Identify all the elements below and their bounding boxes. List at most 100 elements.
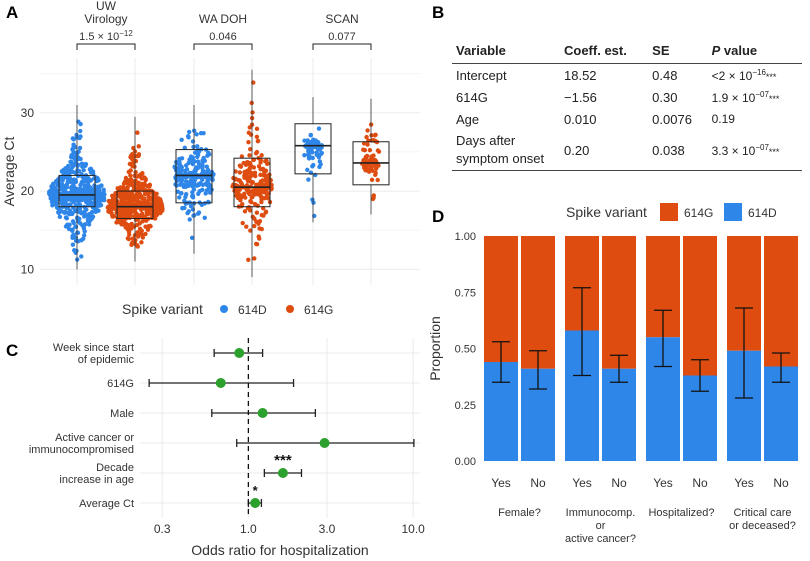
a-data-point [311, 137, 316, 142]
a-data-point [71, 180, 76, 186]
a-data-point [80, 223, 85, 228]
a-data-point [85, 186, 91, 192]
a-data-point [179, 137, 184, 143]
a-data-point [98, 202, 104, 208]
p-stars: *** [765, 71, 777, 82]
a-data-point [70, 153, 75, 158]
a-data-point [124, 200, 130, 206]
cell-p: 1.9 × 10−07*** [708, 86, 802, 108]
a-pvalue-label: 0.046 [209, 31, 237, 43]
a-data-point [57, 214, 63, 220]
a-data-point [316, 155, 322, 160]
a-data-point [68, 178, 73, 183]
a-data-point [183, 163, 189, 168]
a-data-point [258, 158, 263, 163]
panel-label-c: C [6, 341, 18, 360]
a-data-point [199, 202, 204, 207]
a-data-point [267, 172, 272, 177]
a-data-point [247, 208, 253, 213]
a-data-point [252, 256, 257, 261]
a-data-point [254, 126, 260, 132]
c-odds-ratio-point [319, 438, 330, 448]
a-data-point [256, 234, 261, 239]
a-data-point [246, 139, 251, 145]
a-data-point [71, 220, 76, 226]
a-data-point [237, 170, 243, 175]
a-data-point [242, 209, 248, 214]
d-bar-614g [521, 236, 555, 369]
a-data-point [262, 169, 267, 175]
cell-variable: Age [456, 111, 480, 127]
a-data-point [365, 142, 370, 147]
a-data-point [82, 178, 87, 184]
header-p-italic: P [711, 43, 721, 58]
c-row-label: Week since start [53, 342, 134, 354]
a-data-point [202, 215, 207, 220]
a-data-point [244, 168, 250, 174]
header-se: SE [648, 38, 708, 64]
a-data-point [258, 172, 263, 178]
a-data-point [189, 235, 195, 241]
a-data-point [70, 242, 76, 247]
a-data-point [131, 214, 137, 219]
d-bar-614d [602, 368, 636, 461]
a-data-point [83, 163, 88, 169]
c-row-label: immunocompromised [29, 444, 134, 456]
a-data-point [153, 212, 158, 218]
a-data-point [205, 199, 211, 205]
a-data-point [310, 197, 315, 202]
a-data-point [77, 186, 83, 191]
a-data-point [259, 153, 264, 158]
a-data-point [86, 178, 91, 184]
c-x-tick-label: 0.3 [154, 522, 171, 536]
a-data-point [316, 126, 322, 131]
a-data-point [125, 196, 131, 202]
a-data-point [177, 195, 182, 200]
d-bar-label: No [692, 476, 708, 490]
a-data-point [268, 182, 273, 188]
a-data-point [128, 177, 134, 182]
a-data-point [363, 154, 368, 160]
a-data-point [118, 211, 124, 216]
a-data-point [186, 209, 191, 214]
a-data-point [183, 194, 188, 200]
a-data-point [175, 161, 181, 166]
c-odds-ratio-point [257, 408, 268, 418]
a-data-point [190, 183, 195, 188]
a-data-point [361, 141, 367, 146]
d-bar-614g [764, 236, 798, 367]
cell-se: 0.038 [648, 130, 708, 171]
a-data-point [261, 213, 266, 218]
a-data-point [96, 196, 101, 201]
d-legend-label: 614D [748, 206, 777, 220]
d-bar-label: Yes [653, 476, 673, 490]
a-data-point [135, 212, 140, 218]
d-bar-614g [683, 236, 717, 376]
a-data-point [71, 137, 76, 142]
d-y-tick-label: 0.00 [455, 456, 476, 468]
a-data-point [71, 142, 76, 147]
a-data-point [59, 182, 65, 187]
table-row: 614G −1.56 0.30 1.9 × 10−07*** [452, 86, 802, 108]
cell-coeff: 18.52 [564, 67, 597, 83]
a-data-point [112, 206, 118, 211]
a-data-point [131, 238, 137, 243]
a-data-point [207, 190, 213, 195]
a-data-point [179, 156, 185, 161]
a-data-point [195, 154, 200, 160]
a-data-point [302, 152, 307, 158]
a-data-point [54, 198, 59, 203]
a-data-point [367, 147, 373, 153]
d-bar-label: No [530, 476, 546, 490]
a-data-point [147, 182, 153, 188]
a-data-point [203, 181, 209, 186]
a-data-point [260, 178, 265, 183]
a-legend-label: 614D [238, 303, 267, 317]
a-data-point [89, 216, 94, 221]
a-data-point [306, 150, 311, 155]
a-data-point [148, 224, 153, 229]
a-data-point [71, 149, 76, 155]
a-data-point [49, 199, 55, 204]
d-y-axis-title: Proportion [427, 316, 443, 381]
a-data-point [190, 190, 195, 195]
